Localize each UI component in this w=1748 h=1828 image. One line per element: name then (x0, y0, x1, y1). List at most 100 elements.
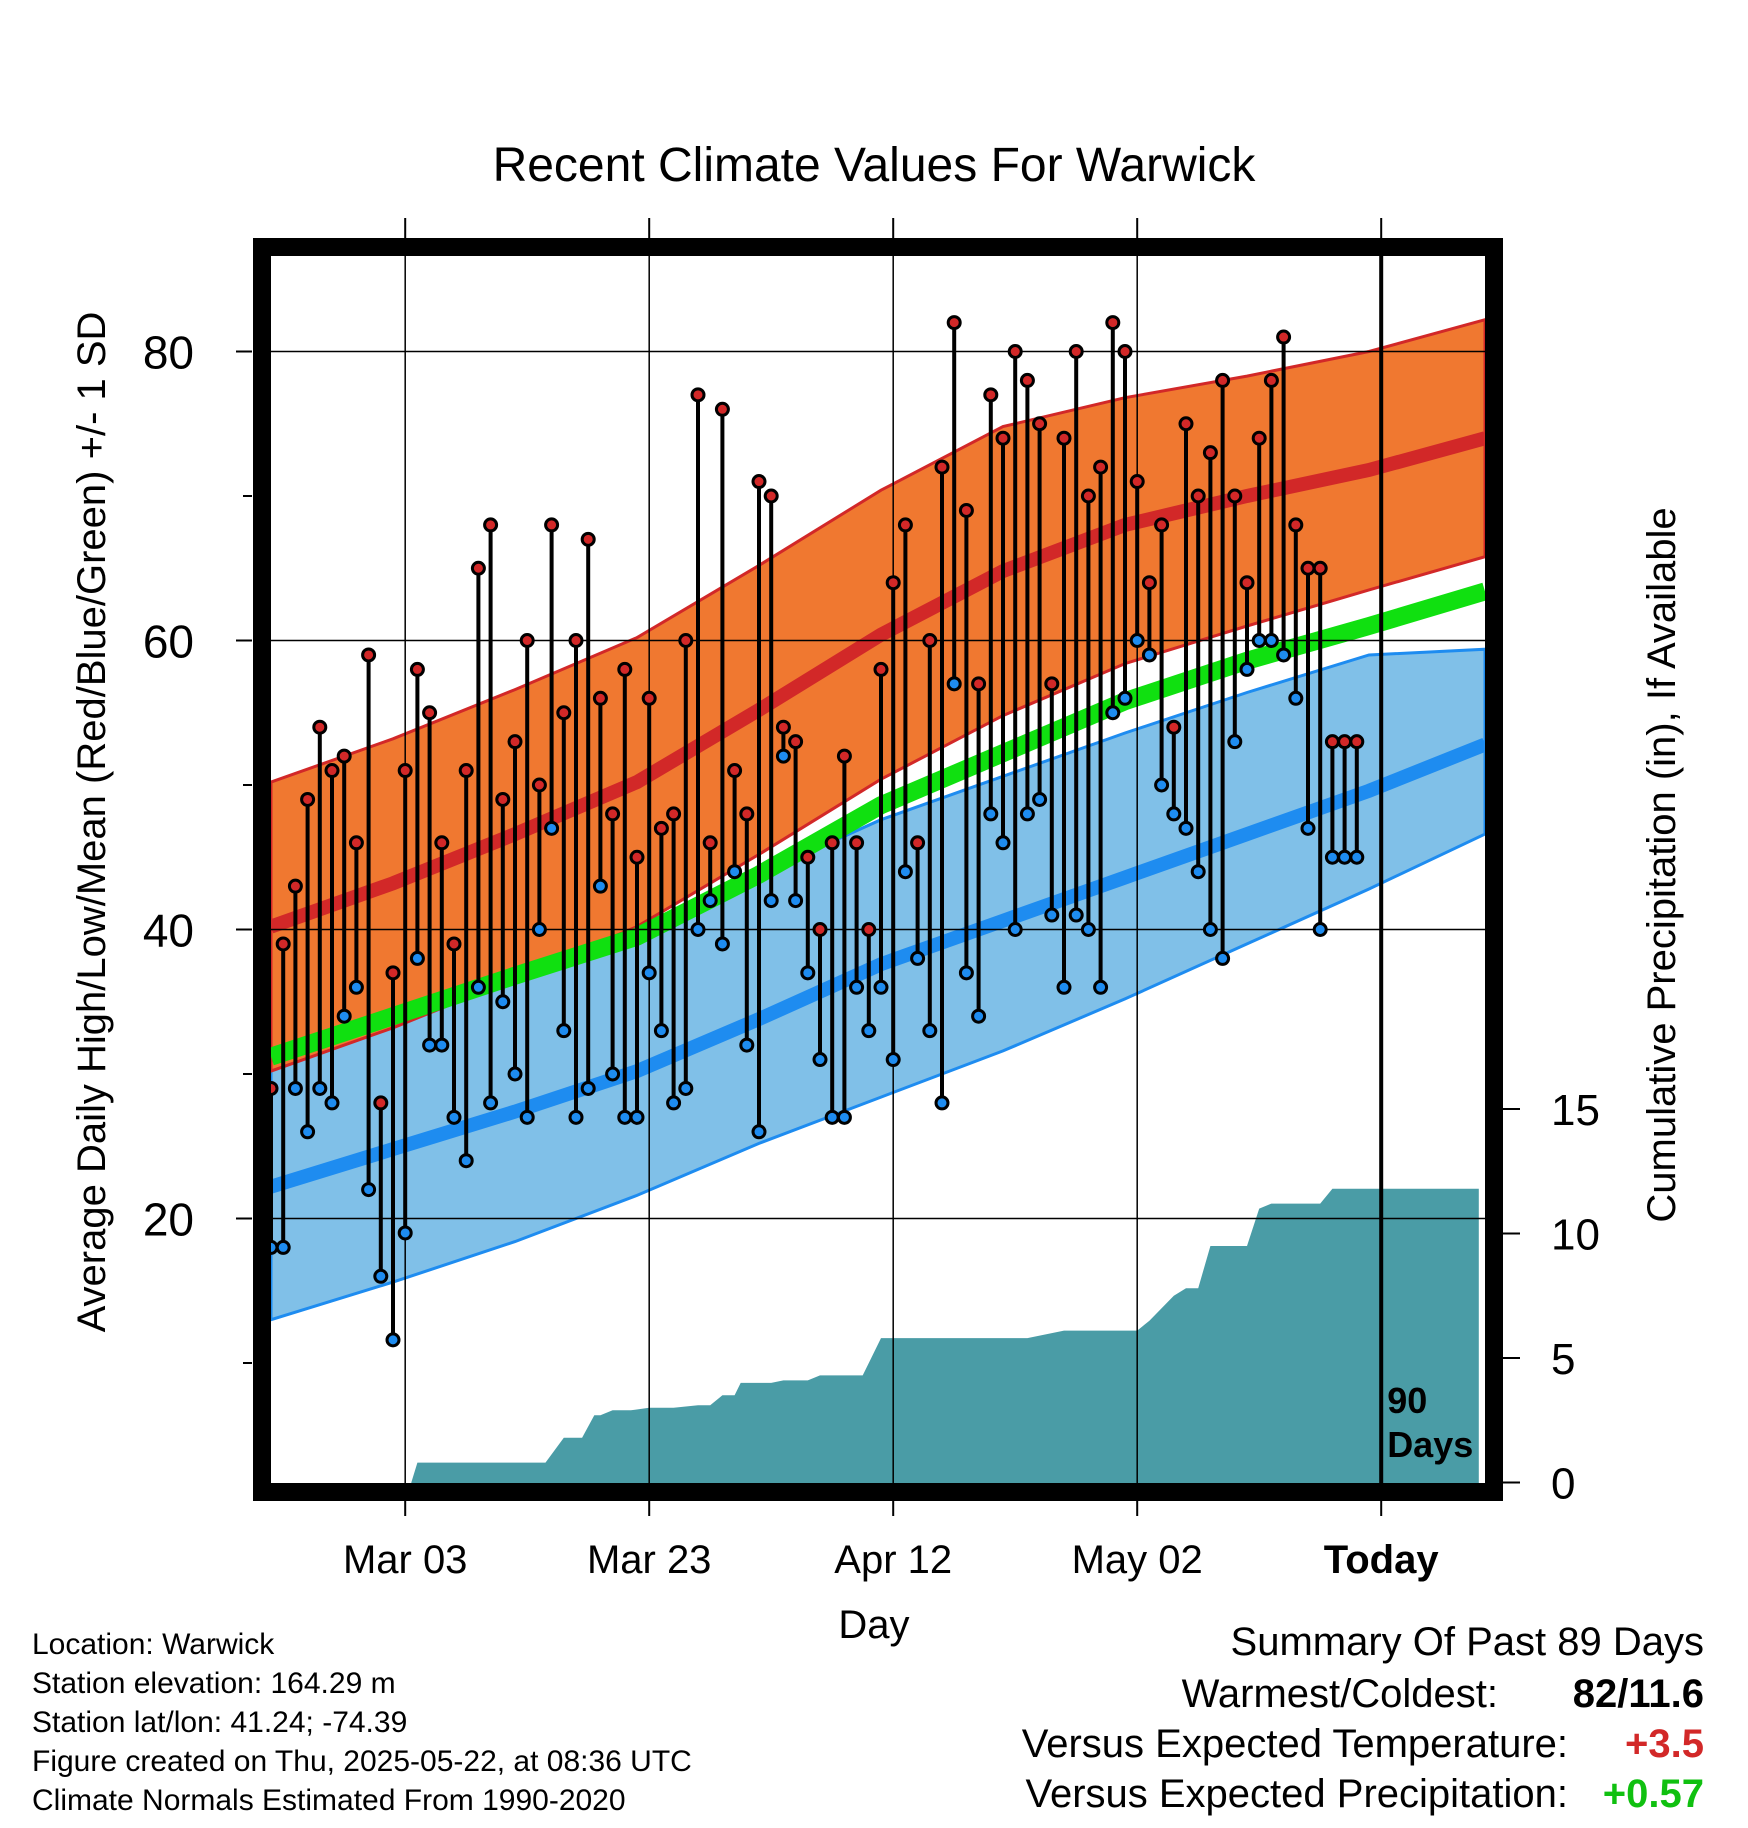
high-point (873, 661, 889, 677)
low-point (519, 1109, 535, 1125)
low-point (727, 864, 743, 880)
high-point (385, 965, 401, 981)
precipitation-area (411, 1188, 1479, 1484)
y2-tick-label: 10 (1551, 1211, 1600, 1260)
low-point (531, 922, 547, 937)
high-point (1019, 372, 1035, 388)
low-point (1276, 647, 1292, 663)
y2-tick-label: 0 (1551, 1460, 1575, 1509)
x-tick-label: Mar 03 (343, 1538, 468, 1582)
high-point (1190, 488, 1206, 504)
low-point (409, 950, 425, 966)
high-point (470, 560, 486, 576)
low-point (544, 820, 560, 836)
high-point (1324, 734, 1340, 750)
low-point (1007, 922, 1023, 937)
low-point (1312, 922, 1328, 937)
low-point (592, 878, 608, 894)
low-point (934, 1095, 950, 1111)
high-point (690, 387, 706, 403)
high-point (629, 849, 645, 865)
low-point (946, 676, 962, 692)
plot-frame (253, 238, 1503, 1501)
y2-axis-label: Cumulative Precipitation (in), If Availa… (1640, 507, 1684, 1222)
low-point (483, 1095, 499, 1111)
high-point (1202, 445, 1218, 461)
low-point (995, 835, 1011, 851)
low-point (775, 748, 791, 764)
high-point (1056, 430, 1072, 446)
low-point (361, 1182, 377, 1198)
high-point (910, 835, 926, 851)
high-point (312, 719, 328, 735)
low-point (312, 1080, 328, 1096)
low-point (910, 950, 926, 966)
high-point (446, 936, 462, 952)
low-point (1166, 806, 1182, 822)
high-point (946, 315, 962, 331)
x-axis: Mar 03 Mar 23 Apr 12 May 02 Today (343, 218, 1439, 1582)
low-point (324, 1095, 340, 1111)
low-point (861, 1023, 877, 1039)
high-point (556, 705, 572, 721)
low-point (1044, 907, 1060, 923)
high-point (1007, 344, 1023, 359)
high-point (714, 401, 730, 417)
high-point (739, 806, 755, 822)
x-tick-label: Mar 23 (587, 1538, 712, 1582)
temp-vs-expected-value: +3.5 (1625, 1722, 1704, 1766)
normals-text: Climate Normals Estimated From 1990-2020 (32, 1784, 626, 1817)
high-point (812, 922, 828, 937)
y-tick-label: 20 (143, 1194, 194, 1246)
high-point (885, 575, 901, 591)
high-point (824, 835, 840, 851)
y-tick-label: 40 (143, 905, 194, 957)
created-text: Figure created on Thu, 2025-05-22, at 08… (32, 1745, 692, 1778)
low-point (580, 1080, 596, 1096)
low-point (629, 1109, 645, 1125)
low-point (397, 1225, 413, 1241)
high-point (336, 748, 352, 764)
low-point (1190, 864, 1206, 880)
low-point (1129, 633, 1145, 648)
low-point (849, 979, 865, 995)
low-point (836, 1109, 852, 1125)
x-tick-label: Apr 12 (834, 1538, 952, 1582)
low-point (568, 1109, 584, 1125)
high-point (934, 459, 950, 475)
high-point (397, 763, 413, 779)
high-point (1141, 575, 1157, 591)
low-point (287, 1080, 303, 1096)
low-point (983, 806, 999, 822)
high-point (1032, 416, 1048, 432)
low-point (1154, 777, 1170, 793)
high-point (275, 936, 291, 952)
low-point (336, 1008, 352, 1024)
low-point (1263, 633, 1279, 648)
low-point (1349, 849, 1365, 865)
high-point (958, 502, 974, 518)
low-point (1068, 907, 1084, 923)
high-point (727, 763, 743, 779)
high-point (324, 763, 340, 779)
high-point (1105, 315, 1121, 331)
low-point (300, 1124, 316, 1140)
high-point (1227, 488, 1243, 504)
temp-vs-expected-label: Versus Expected Temperature: (1021, 1722, 1568, 1766)
precip-vs-expected-label: Versus Expected Precipitation: (1025, 1772, 1568, 1816)
high-point (422, 705, 438, 721)
low-point (507, 1066, 523, 1082)
low-point (873, 979, 889, 995)
low-point (422, 1037, 438, 1053)
high-point (1300, 560, 1316, 576)
latlon-text: Station lat/lon: 41.24; -74.39 (32, 1706, 408, 1739)
low-point (1032, 791, 1048, 807)
high-point (483, 517, 499, 533)
high-point (544, 517, 560, 533)
low-point (1056, 979, 1072, 995)
high-normal-line (268, 431, 1487, 934)
high-point (836, 748, 852, 764)
low-point (1080, 922, 1096, 937)
high-point (751, 474, 767, 490)
